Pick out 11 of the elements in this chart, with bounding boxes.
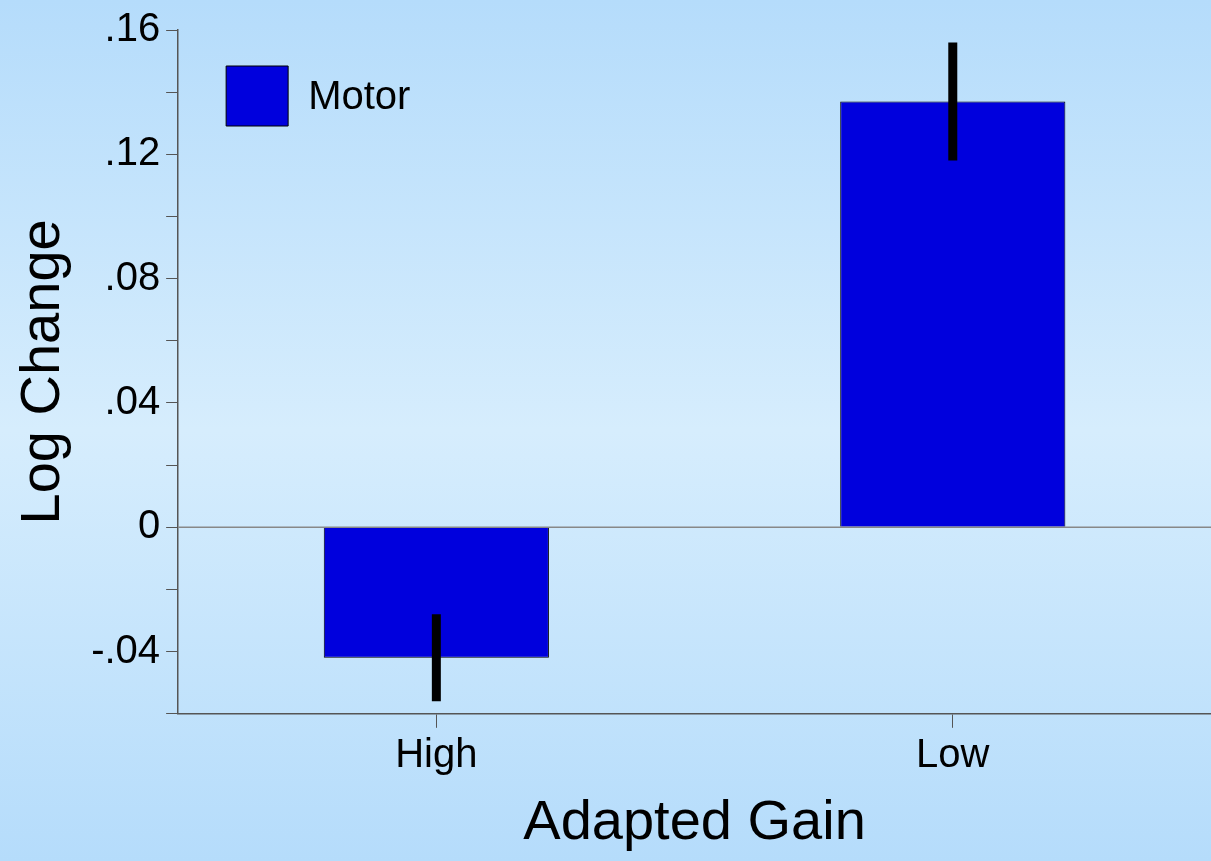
x-tick-label: Low <box>916 730 990 775</box>
y-tick-label: .04 <box>104 378 161 423</box>
legend-label: Motor <box>308 73 411 118</box>
y-tick-label: .12 <box>104 129 161 174</box>
y-tick-label: .16 <box>104 5 161 50</box>
y-axis-title: Log Change <box>8 219 72 525</box>
y-tick-label: -.04 <box>91 626 161 671</box>
y-tick-label: .08 <box>104 253 161 298</box>
x-axis-title: Adapted Gain <box>523 787 866 851</box>
y-tick-label: 0 <box>137 502 161 547</box>
x-tick-label: High <box>395 730 478 775</box>
